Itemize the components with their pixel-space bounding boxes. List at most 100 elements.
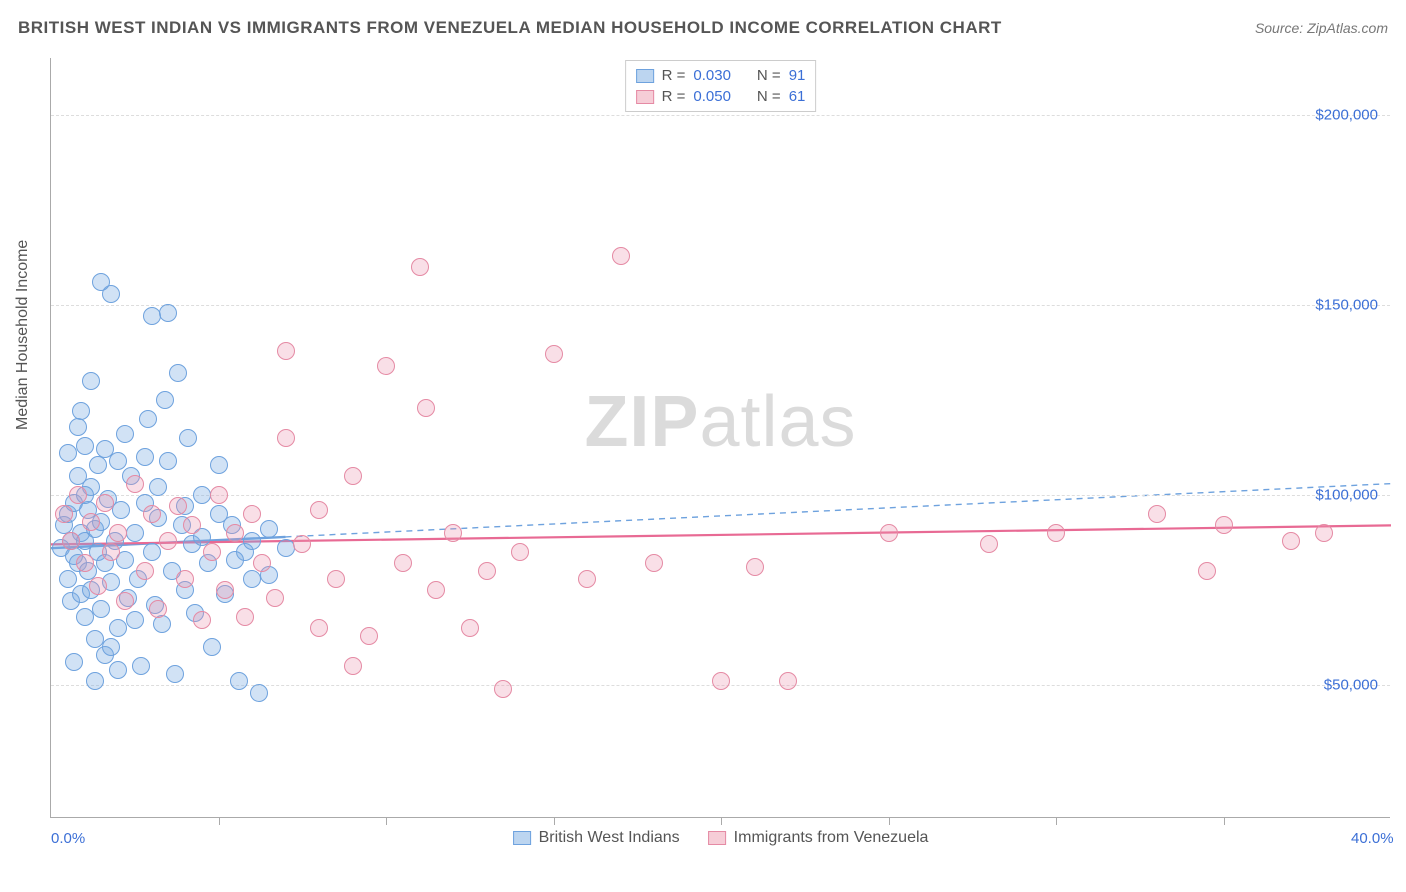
data-point [116,592,134,610]
x-tick [219,817,220,825]
data-point [82,372,100,390]
data-point [136,562,154,580]
data-point [136,448,154,466]
y-tick-label: $200,000 [1315,107,1378,124]
data-point [277,539,295,557]
data-point [216,581,234,599]
x-tick [1056,817,1057,825]
data-point [411,258,429,276]
legend-swatch [636,69,654,83]
data-point [880,524,898,542]
data-point [169,497,187,515]
data-point [310,619,328,637]
plot-area: ZIPatlas R = 0.030 N = 91 R = 0.050 N = … [50,58,1390,818]
data-point [179,429,197,447]
data-point [1198,562,1216,580]
data-point [394,554,412,572]
chart-title: BRITISH WEST INDIAN VS IMMIGRANTS FROM V… [18,18,1002,38]
data-point [126,524,144,542]
data-point [59,570,77,588]
data-point [89,577,107,595]
x-tick [554,817,555,825]
data-point [226,551,244,569]
data-point [102,543,120,561]
source-label: Source: ZipAtlas.com [1255,20,1388,36]
legend-swatch [708,831,726,845]
x-tick [721,817,722,825]
data-point [109,524,127,542]
legend-item: British West Indians [513,829,680,847]
data-point [746,558,764,576]
data-point [166,665,184,683]
n-value: 91 [789,67,806,84]
data-point [511,543,529,561]
data-point [417,399,435,417]
data-point [126,611,144,629]
data-point [243,505,261,523]
y-tick-label: $150,000 [1315,297,1378,314]
data-point [344,657,362,675]
data-point [980,535,998,553]
r-label: R = [662,67,686,84]
data-point [153,615,171,633]
data-point [96,494,114,512]
data-point [193,486,211,504]
legend-item: Immigrants from Venezuela [708,829,929,847]
data-point [65,653,83,671]
data-point [360,627,378,645]
data-point [159,452,177,470]
data-point [310,501,328,519]
data-point [1315,524,1333,542]
x-tick-label: 0.0% [51,830,85,847]
watermark: ZIPatlas [584,381,856,463]
data-point [250,684,268,702]
data-point [327,570,345,588]
data-point [159,304,177,322]
data-point [344,467,362,485]
legend-row: R = 0.030 N = 91 [636,65,806,86]
data-point [55,505,73,523]
data-point [59,444,77,462]
y-axis-title: Median Household Income [14,240,32,430]
gridline-h [51,305,1390,306]
data-point [149,478,167,496]
data-point [277,342,295,360]
data-point [226,524,244,542]
n-label: N = [757,67,781,84]
data-point [1047,524,1065,542]
data-point [427,581,445,599]
data-point [377,357,395,375]
data-point [169,364,187,382]
data-point [76,608,94,626]
data-point [92,273,110,291]
r-value: 0.030 [693,67,731,84]
r-value: 0.050 [693,88,731,105]
data-point [1282,532,1300,550]
x-tick-label: 40.0% [1351,830,1394,847]
data-point [203,543,221,561]
data-point [461,619,479,637]
data-point [126,475,144,493]
data-point [69,486,87,504]
data-point [132,657,150,675]
data-point [139,410,157,428]
data-point [143,307,161,325]
data-point [712,672,730,690]
data-point [102,638,120,656]
data-point [112,501,130,519]
data-point [143,505,161,523]
n-label: N = [757,88,781,105]
legend-label: Immigrants from Venezuela [734,829,929,847]
gridline-h [51,495,1390,496]
y-tick-label: $100,000 [1315,487,1378,504]
gridline-h [51,115,1390,116]
data-point [545,345,563,363]
legend-swatch [636,90,654,104]
x-tick [889,817,890,825]
n-value: 61 [789,88,806,105]
data-point [612,247,630,265]
legend-correlation: R = 0.030 N = 91 R = 0.050 N = 61 [625,60,817,112]
trend-lines [51,58,1391,818]
data-point [149,600,167,618]
data-point [277,429,295,447]
